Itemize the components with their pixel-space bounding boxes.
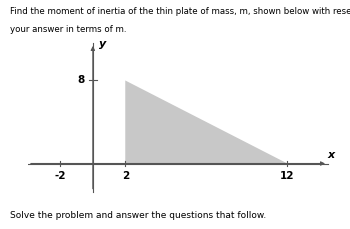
Text: 12: 12 <box>280 171 295 181</box>
Text: -2: -2 <box>55 171 66 181</box>
Text: your answer in terms of m.: your answer in terms of m. <box>10 25 127 34</box>
Text: x: x <box>328 150 335 160</box>
Text: y: y <box>98 39 106 49</box>
Text: Find the moment of inertia of the thin plate of mass, m, shown below with resect: Find the moment of inertia of the thin p… <box>10 7 350 16</box>
Text: 2: 2 <box>122 171 129 181</box>
Text: Solve the problem and answer the questions that follow.: Solve the problem and answer the questio… <box>10 211 267 220</box>
Polygon shape <box>125 80 287 164</box>
Text: 8: 8 <box>77 75 85 85</box>
